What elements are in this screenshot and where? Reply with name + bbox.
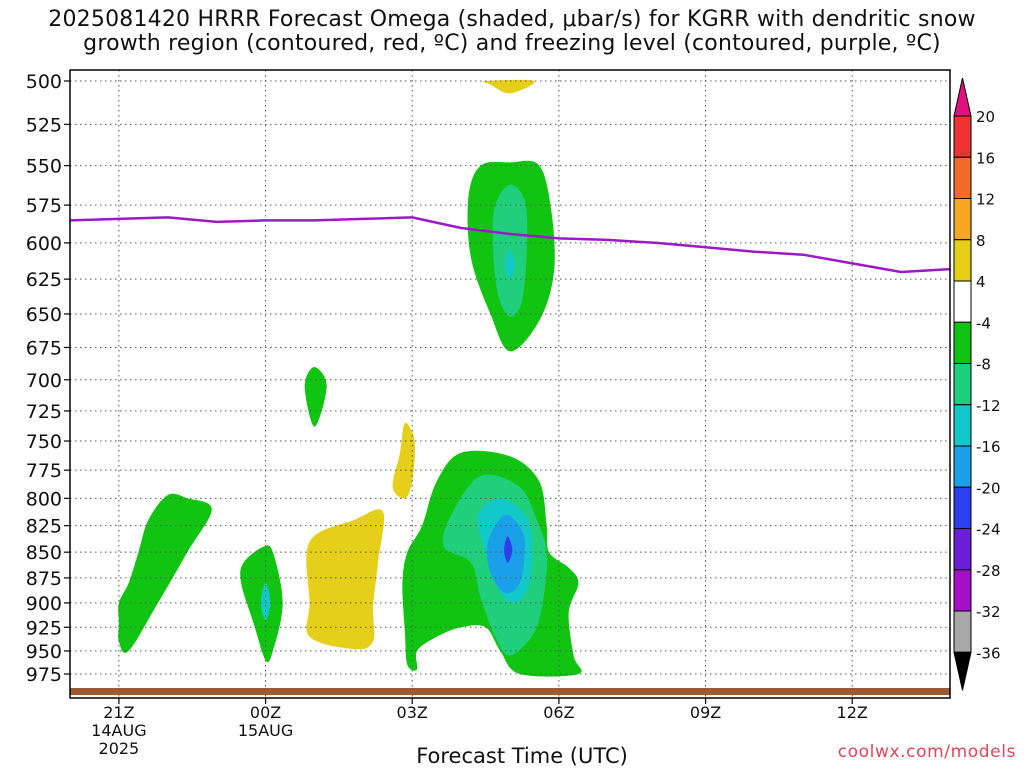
surface-strip-notch <box>412 686 559 688</box>
omega-area-4 <box>304 367 327 427</box>
colorbar-bin-11 <box>953 528 972 571</box>
colorbar-bin-3 <box>953 198 972 241</box>
chart-title-line1: 2025081420 HRRR Forecast Omega (shaded, … <box>48 7 976 32</box>
colorbar-label-2: 12 <box>976 191 995 209</box>
y-tick-label-875: 875 <box>26 568 62 590</box>
freezing-level-line <box>69 216 951 274</box>
colorbar-label-6: -8 <box>976 356 991 374</box>
colorbar-bin-6 <box>953 321 972 364</box>
freezing-level-contour <box>69 216 951 274</box>
omega-area-14 <box>306 509 385 650</box>
colorbar-bin-8 <box>953 404 972 447</box>
colorbar-bin-1 <box>953 115 972 158</box>
chart-title: 2025081420 HRRR Forecast Omega (shaded, … <box>0 8 1024 56</box>
colorbar-label-3: 8 <box>976 232 986 250</box>
x-tick-label-03Z: 03Z <box>397 703 428 722</box>
y-tick-label-675: 675 <box>26 337 62 359</box>
y-tick-label-525: 525 <box>26 114 62 136</box>
x-tick-label-21Z: 21Z <box>103 703 134 722</box>
colorbar-bin-2 <box>953 156 972 199</box>
y-tick-label-725: 725 <box>26 401 62 423</box>
colorbar-bin-4 <box>953 239 972 282</box>
colorbar: 20 16 12 8 4 -4 -8 -12 -16 -20 -24 -28 -32 -36 <box>953 77 1001 691</box>
x-tick-sublabel-00Z: 15AUG <box>238 721 293 740</box>
colorbar-label-0: 20 <box>976 108 995 126</box>
surface-strip-band <box>70 688 950 695</box>
colorbar-bin-12 <box>953 569 972 612</box>
colorbar-label-11: -28 <box>976 562 1001 580</box>
colorbar-label-8: -16 <box>976 438 1001 456</box>
colorbar-label-1: 16 <box>976 149 995 167</box>
omega-area-10 <box>504 536 513 563</box>
colorbar-label-7: -12 <box>976 397 1001 415</box>
colorbar-bin-5 <box>953 280 972 323</box>
x-axis-label: Forecast Time (UTC) <box>416 744 628 768</box>
omega-area-13 <box>260 583 271 621</box>
colorbar-bin-13 <box>953 610 972 653</box>
y-tick-label-625: 625 <box>26 269 62 291</box>
surface-strip <box>70 686 950 695</box>
omega-area-11 <box>118 493 212 653</box>
y-tick-label-950: 950 <box>26 641 62 663</box>
y-tick-label-750: 750 <box>26 431 62 453</box>
y-tick-label-650: 650 <box>26 304 62 326</box>
y-tick-label-575: 575 <box>26 195 62 217</box>
y-tick-label-700: 700 <box>26 370 62 392</box>
y-tick-label-925: 925 <box>26 617 62 639</box>
y-tick-label-825: 825 <box>26 516 62 538</box>
y-axis: 500 525 550 575 600 625 650 675 700 725 750 775 800 8… <box>26 71 70 686</box>
x-tick-label-12Z: 12Z <box>837 703 868 722</box>
colorbar-label-5: -4 <box>976 314 991 332</box>
colorbar-label-10: -24 <box>976 521 1001 539</box>
x-tick-label-00Z: 00Z <box>250 703 281 722</box>
y-tick-label-500: 500 <box>26 71 62 93</box>
y-tick-label-850: 850 <box>26 542 62 564</box>
omega-area-0 <box>482 79 535 94</box>
colorbar-label-12: -32 <box>976 603 1001 621</box>
x-tick-label-06Z: 06Z <box>543 703 574 722</box>
y-tick-label-600: 600 <box>26 233 62 255</box>
colorbar-bin-10 <box>953 486 972 529</box>
y-tick-label-900: 900 <box>26 593 62 615</box>
colorbar-label-4: 4 <box>976 273 986 291</box>
y-tick-label-975: 975 <box>26 664 62 686</box>
colorbar-label-9: -20 <box>976 479 1001 497</box>
x-tick-year-21Z: 2025 <box>99 739 140 758</box>
x-tick-label-09Z: 09Z <box>690 703 721 722</box>
y-tick-label-550: 550 <box>26 156 62 178</box>
omega-shading <box>118 79 582 677</box>
grid-lines <box>70 70 950 698</box>
colorbar-bin-9 <box>953 445 972 488</box>
x-tick-sublabel-21Z: 14AUG <box>91 721 146 740</box>
colorbar-bin-bottom <box>953 651 972 691</box>
colorbar-bin-7 <box>953 363 972 406</box>
colorbar-label-13: -36 <box>976 644 1001 662</box>
omega-area-3 <box>505 250 515 280</box>
plot-frame <box>69 69 951 699</box>
colorbar-bin-top <box>953 77 972 117</box>
y-tick-label-775: 775 <box>26 460 62 482</box>
credit-link[interactable]: coolwx.com/models <box>837 742 1016 762</box>
y-tick-label-800: 800 <box>26 488 62 510</box>
chart-title-line2: growth region (contoured, red, ºC) and f… <box>83 31 941 56</box>
omega-area-5 <box>392 422 416 499</box>
